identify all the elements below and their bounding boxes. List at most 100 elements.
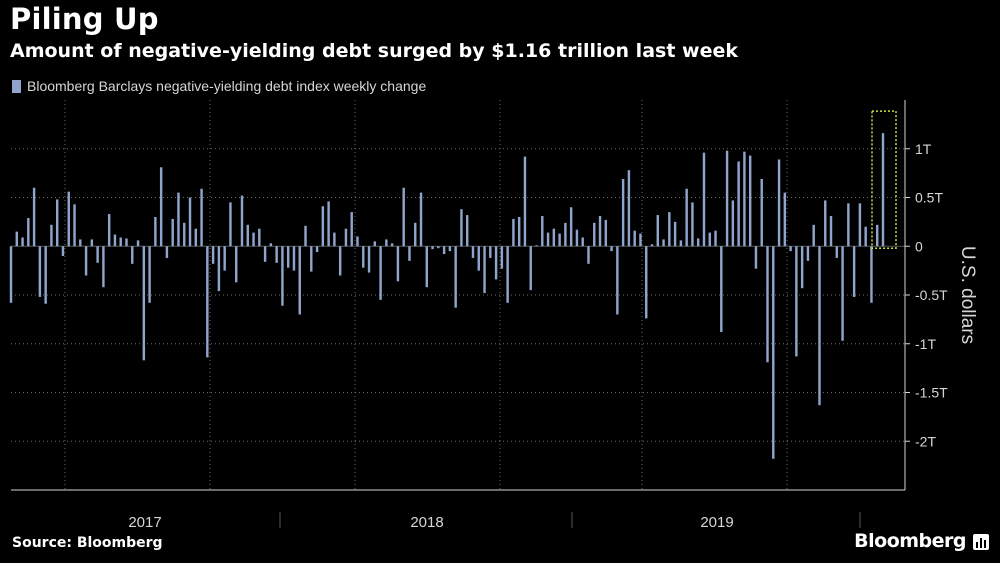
bar (344, 228, 348, 247)
bar (523, 156, 527, 247)
bar (217, 246, 221, 292)
bar (246, 224, 249, 247)
bar (21, 237, 24, 247)
bar (96, 246, 99, 263)
bar (338, 246, 342, 276)
bar (425, 246, 429, 288)
bar (171, 218, 174, 247)
bar (454, 246, 457, 308)
bar (131, 246, 134, 264)
bar (517, 217, 521, 247)
bar (783, 192, 787, 247)
bar (587, 246, 590, 264)
bar (437, 246, 440, 249)
bar (535, 245, 538, 247)
bar (136, 240, 140, 247)
bar (610, 246, 613, 252)
bar (206, 246, 209, 358)
bar (333, 232, 336, 247)
x-year-label: 2019 (700, 514, 733, 531)
bar (766, 246, 769, 363)
bar (494, 246, 498, 280)
bar (789, 246, 792, 252)
y-tick-label: 0.5T (915, 190, 943, 206)
bar (795, 246, 798, 357)
bar (50, 224, 53, 247)
bar (304, 225, 307, 247)
bar (414, 222, 417, 247)
bar (581, 237, 584, 247)
bar (512, 218, 515, 247)
chart-title: Piling Up (10, 2, 159, 36)
bar (639, 233, 642, 247)
bar (800, 246, 804, 289)
bar (44, 246, 47, 304)
bar (84, 246, 88, 276)
bar (569, 207, 573, 247)
bar (148, 246, 151, 303)
bar (32, 187, 36, 247)
bar (385, 239, 388, 247)
bar (662, 239, 665, 247)
bar (737, 161, 740, 247)
bar (396, 246, 400, 282)
bar (754, 246, 758, 269)
bar (327, 201, 330, 247)
bar (645, 246, 648, 319)
bar (390, 243, 394, 247)
bar (847, 203, 850, 247)
bar (263, 246, 267, 262)
bar (310, 246, 313, 272)
bar-layer (9, 110, 897, 459)
bar (876, 224, 879, 247)
bar (541, 216, 544, 247)
grid-layer (11, 100, 905, 490)
bar (188, 197, 192, 247)
bar (402, 187, 405, 247)
source-note: Source: Bloomberg (12, 535, 163, 551)
bar (102, 246, 105, 288)
bar (812, 224, 815, 247)
bar (616, 246, 619, 315)
bar (315, 246, 319, 253)
bar (685, 188, 688, 247)
bar (627, 170, 631, 247)
y-tick-label: 0 (915, 238, 923, 254)
bar (113, 234, 117, 247)
bar (460, 209, 463, 247)
bar (448, 246, 452, 252)
bar (275, 246, 278, 263)
bar (362, 246, 365, 268)
x-year-label: 2018 (410, 514, 443, 531)
bar (356, 236, 359, 247)
bar (720, 246, 723, 333)
legend-label: Bloomberg Barclays negative-yielding deb… (27, 78, 427, 94)
bar (824, 200, 827, 247)
bar (142, 246, 146, 361)
bar (183, 222, 186, 247)
bar (881, 133, 885, 247)
bar (292, 246, 296, 271)
bar (725, 150, 729, 247)
bar (558, 233, 561, 247)
bar (379, 246, 382, 300)
bar (835, 246, 839, 258)
axis-layer: 1T 0.5T 0 -0.5T -1T -1.5T -2T 2017 2018 2019 U.S. … (11, 100, 978, 531)
bar (471, 246, 475, 258)
bar (575, 229, 579, 247)
bar (621, 178, 625, 247)
bar (367, 246, 371, 273)
bar (27, 217, 30, 247)
bar (477, 246, 480, 271)
bar (125, 238, 128, 247)
bar (9, 246, 13, 303)
bar (373, 241, 377, 247)
bar (656, 215, 659, 247)
bar (321, 206, 325, 247)
bar (841, 246, 844, 341)
y-axis-title: U.S. dollars (957, 246, 978, 344)
bar (61, 246, 65, 256)
bar (119, 237, 122, 247)
bar (772, 246, 775, 459)
